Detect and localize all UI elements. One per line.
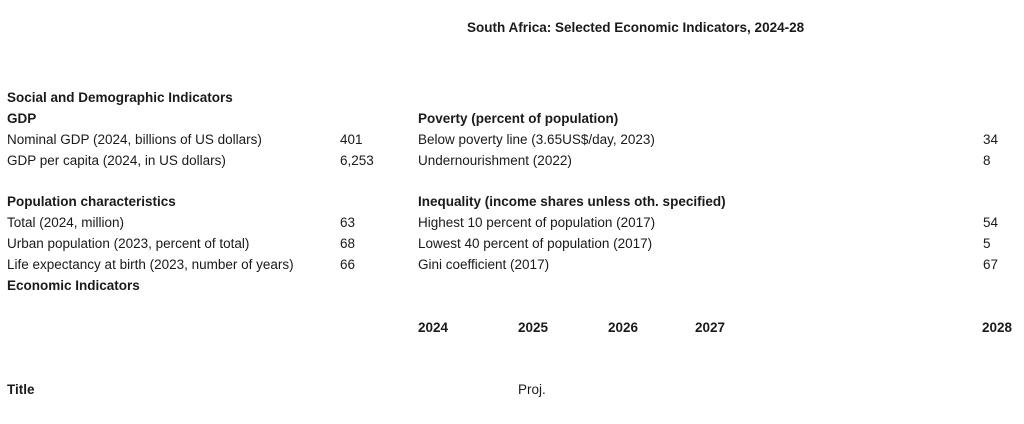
indicator-value-nominal-gdp: 401 — [340, 132, 363, 147]
indicator-label-below-poverty-line: Below poverty line (3.65US$/day, 2023) — [418, 132, 655, 147]
indicator-label-undernourishment: Undernourishment (2022) — [418, 153, 572, 168]
indicator-value-highest-10-percent: 54 — [983, 215, 999, 230]
subsection-header-gdp: GDP — [7, 111, 37, 126]
year-header-2028: 2028 — [982, 320, 1013, 335]
indicator-value-life-expectancy: 66 — [340, 257, 356, 272]
indicator-label-lowest-40-percent: Lowest 40 percent of population (2017) — [418, 236, 653, 251]
indicator-value-undernourishment: 8 — [983, 153, 991, 168]
year-header-2027: 2027 — [695, 320, 726, 335]
year-header-2024: 2024 — [418, 320, 449, 335]
indicator-label-highest-10-percent: Highest 10 percent of population (2017) — [418, 215, 656, 230]
subsection-header-population: Population characteristics — [7, 194, 176, 209]
indicator-label-gdp-per-capita: GDP per capita (2024, in US dollars) — [7, 153, 226, 168]
year-header-2026: 2026 — [608, 320, 639, 335]
document-title: South Africa: Selected Economic Indicato… — [467, 20, 805, 35]
year-header-2025: 2025 — [518, 320, 549, 335]
projection-label: Proj. — [518, 382, 546, 397]
indicator-value-lowest-40-percent: 5 — [983, 236, 991, 251]
subsection-header-inequality: Inequality (income shares unless oth. sp… — [418, 194, 726, 209]
indicator-label-urban-population: Urban population (2023, percent of total… — [7, 236, 250, 251]
indicator-label-gini-coefficient: Gini coefficient (2017) — [418, 257, 550, 272]
footer-row-title: Title — [7, 382, 35, 397]
section-header-economic-indicators: Economic Indicators — [7, 278, 140, 293]
indicator-value-population-total: 63 — [340, 215, 356, 230]
indicator-value-below-poverty-line: 34 — [983, 132, 999, 147]
indicator-value-urban-population: 68 — [340, 236, 356, 251]
section-header-social-demographic: Social and Demographic Indicators — [7, 90, 233, 105]
indicator-value-gini-coefficient: 67 — [983, 257, 999, 272]
indicator-value-gdp-per-capita: 6,253 — [340, 153, 374, 168]
indicator-label-life-expectancy: Life expectancy at birth (2023, number o… — [7, 257, 294, 272]
indicator-label-population-total: Total (2024, million) — [7, 215, 125, 230]
indicator-label-nominal-gdp: Nominal GDP (2024, billions of US dollar… — [7, 132, 262, 147]
subsection-header-poverty: Poverty (percent of population) — [418, 111, 619, 126]
